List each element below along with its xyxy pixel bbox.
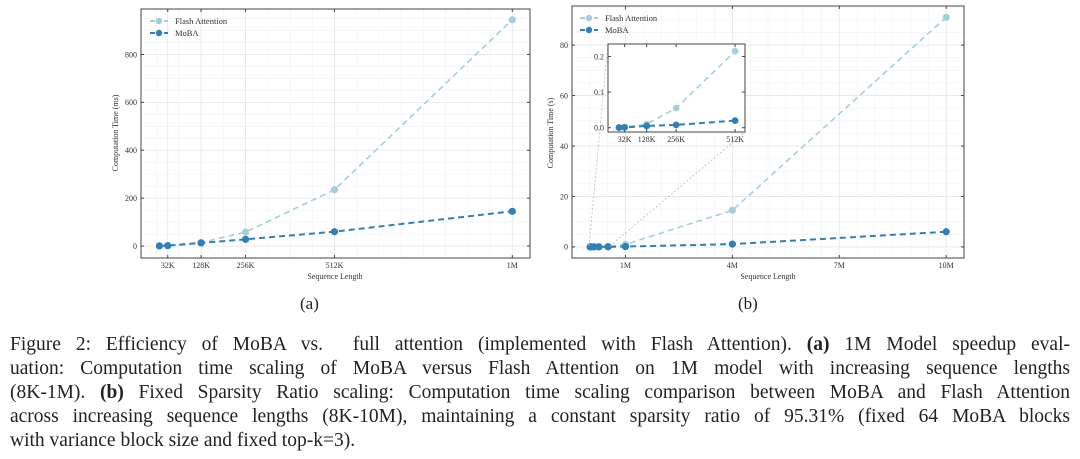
- y-axis-label: Computation Time (s): [546, 97, 555, 168]
- caption-text: (8K-1M).: [10, 382, 100, 403]
- data-point-flash-attention: [728, 206, 736, 214]
- data-point-moba: [164, 242, 172, 250]
- data-point-flash-attention: [672, 104, 680, 112]
- y-tick-label: 800: [125, 50, 137, 59]
- data-point-moba: [604, 243, 612, 251]
- x-tick-label: 1M: [620, 261, 631, 270]
- legend-label: MoBA: [175, 28, 199, 38]
- data-point-moba: [672, 121, 680, 129]
- y-tick-label: 0: [133, 242, 137, 251]
- subfigure-label-a: (a): [300, 294, 319, 313]
- caption-bold-a: (a): [806, 334, 830, 355]
- caption-bold-b: (b): [99, 382, 124, 403]
- caption-line: uation: Computation time scaling of MoBA…: [10, 358, 1070, 379]
- legend-label: Flash Attention: [175, 16, 228, 26]
- data-point-moba: [621, 123, 628, 131]
- y-tick-label: 80: [560, 41, 568, 50]
- data-point-moba: [942, 228, 950, 236]
- data-point-moba: [330, 228, 339, 236]
- x-axis-label: Sequence Length: [740, 272, 795, 281]
- data-point-moba: [621, 242, 630, 251]
- x-tick-label: 512K: [326, 261, 344, 270]
- legend-marker: [585, 14, 593, 22]
- x-tick-label: 10M: [939, 261, 954, 270]
- legend-marker: [155, 29, 163, 37]
- x-tick-label: 128K: [192, 261, 210, 270]
- y-tick-label: 0: [564, 243, 568, 252]
- caption-text: Figure 2: Efficiency of MoBA vs. full at…: [10, 334, 807, 355]
- x-tick-label: 32K: [161, 261, 175, 270]
- x-tick-label: 256K: [667, 135, 685, 144]
- x-tick-label: 7M: [834, 261, 845, 270]
- data-point-flash-attention: [330, 186, 339, 194]
- subfigure-label-b: (b): [738, 294, 758, 313]
- chart-b-inset: 0.0 0.1 0.2 32K 128K 256K 512K: [594, 43, 746, 144]
- figure-caption: Figure 2: Efficiency of MoBA vs. full at…: [10, 333, 1070, 453]
- data-point-flash-attention: [942, 13, 950, 21]
- caption-line: across increasing sequence lengths (8K-1…: [10, 406, 1070, 427]
- plot-area: [141, 9, 530, 258]
- legend-marker: [155, 17, 163, 25]
- x-tick-label: 32K: [618, 135, 632, 144]
- data-point-moba: [197, 239, 205, 247]
- caption-text: Fixed Sparsity Ratio scaling: Computatio…: [123, 382, 1070, 403]
- series-line-moba: [159, 210, 513, 247]
- caption-line: with variance block size and fixed top-k…: [10, 430, 356, 451]
- data-point-moba: [643, 122, 651, 130]
- data-point-flash-attention: [241, 228, 250, 236]
- y-tick-label: 40: [560, 142, 568, 151]
- x-axis-label: Sequence Length: [307, 272, 362, 281]
- x-tick-label: 256K: [237, 261, 255, 270]
- inset-connector-line: [588, 43, 609, 247]
- legend-label: MoBA: [605, 25, 629, 35]
- y-tick-label: 20: [560, 192, 568, 201]
- inset-connector-line: [609, 131, 746, 247]
- caption-line: Figure 2: Efficiency of MoBA vs. full at…: [10, 333, 1070, 357]
- axes-frame: [140, 8, 531, 259]
- data-point-moba: [241, 235, 250, 243]
- data-point-flash-attention: [508, 16, 516, 24]
- plot-area: [608, 44, 745, 132]
- y-tick-label: 600: [125, 98, 137, 107]
- x-tick-label: 1M: [507, 261, 518, 270]
- data-point-moba: [508, 207, 516, 215]
- data-point-moba: [595, 243, 603, 251]
- y-tick-label: 200: [125, 194, 137, 203]
- data-point-flash-attention: [731, 47, 739, 55]
- legend-label: Flash Attention: [605, 13, 658, 23]
- x-tick-label: 4M: [727, 261, 738, 270]
- chart-a: 0 200 400 600 800 32K 128K 256K 512K 1M Flash Atte…: [111, 8, 531, 281]
- y-tick-label: 0.1: [594, 88, 604, 97]
- data-point-moba: [731, 117, 739, 124]
- x-tick-label: 128K: [638, 135, 656, 144]
- caption-line: (8K-1M). (b) Fixed Sparsity Ratio scalin…: [10, 381, 1070, 405]
- data-point-moba: [728, 240, 736, 248]
- axes-frame: [571, 5, 965, 259]
- y-tick-label: 0.2: [594, 52, 604, 61]
- y-axis-label: Computation Time (ms): [111, 94, 120, 171]
- series-line-flash-attention: [159, 19, 513, 247]
- y-tick-label: 400: [125, 146, 137, 155]
- legend-marker: [585, 26, 593, 34]
- y-tick-label: 60: [560, 91, 568, 100]
- x-tick-label: 512K: [726, 135, 744, 144]
- y-tick-label: 0.0: [594, 124, 604, 133]
- caption-text: 1M Model speedup eval-: [829, 334, 1070, 355]
- data-point-moba: [155, 242, 164, 250]
- data-point-moba: [615, 124, 623, 131]
